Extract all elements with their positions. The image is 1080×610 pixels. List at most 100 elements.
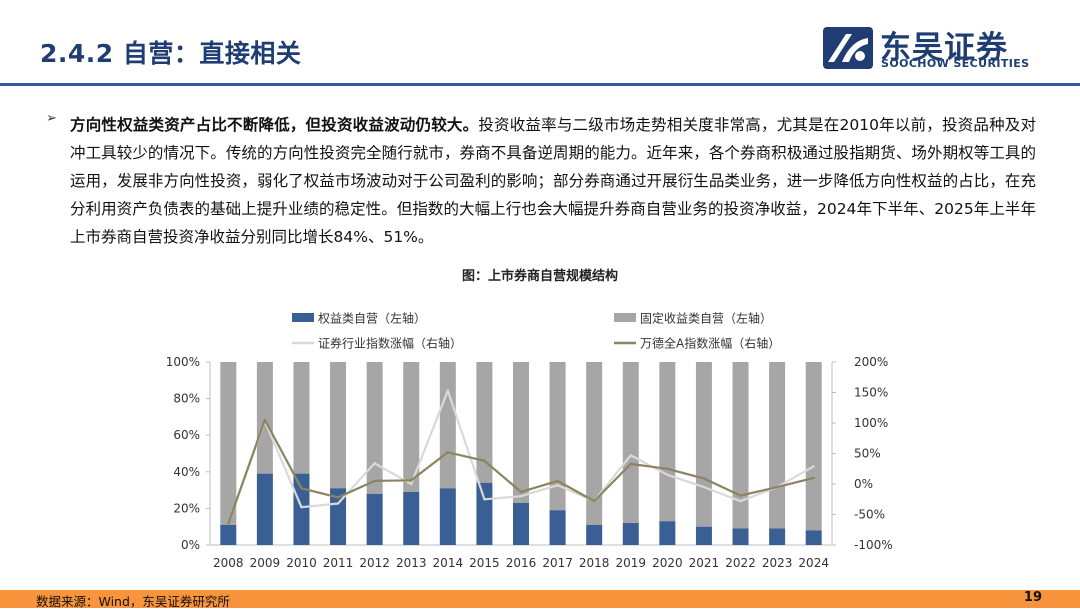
- bar-equity-2021: [695, 526, 712, 545]
- logo-mark-icon: [823, 27, 873, 69]
- bullet-text: 方向性权益类资产占比不断降低，但投资收益波动仍较大。投资收益率与二级市场走势相关…: [70, 111, 1036, 251]
- bar-fixed-income-2012: [366, 362, 383, 494]
- header-divider: [0, 83, 1080, 86]
- bar-fixed-income-2011: [330, 362, 347, 489]
- bar-equity-2013: [403, 491, 420, 545]
- series-point-3-2023: [775, 485, 779, 489]
- series-point-3-2011: [336, 496, 340, 499]
- bullet-body-text: 投资收益率与二级市场走势相关度非常高，尤其是在2010年以前，投资品种及对冲工具…: [70, 116, 1036, 246]
- brand-logo: 东吴证券 SOOCHOW SECURITIES: [822, 26, 1029, 72]
- chart-title: 图：上市券商自营规模结构: [462, 268, 618, 284]
- series-point-2-2024: [812, 465, 815, 468]
- bar-equity-2023: [769, 528, 786, 545]
- series-point-3-2019: [629, 462, 632, 466]
- series-point-3-2017: [556, 479, 559, 483]
- x-tick-label-2012: 2012: [359, 556, 390, 570]
- bar-equity-2014: [439, 488, 456, 545]
- x-tick-label-2018: 2018: [579, 556, 610, 570]
- bar-equity-2010: [293, 473, 310, 545]
- x-tick-label-2013: 2013: [396, 556, 427, 570]
- bar-equity-2015: [476, 482, 493, 545]
- bar-equity-2017: [549, 510, 566, 545]
- series-point-3-2008: [227, 522, 230, 525]
- right-tick-label-6: 200%: [854, 355, 888, 369]
- bar-equity-2024: [805, 530, 822, 545]
- series-point-2-2017: [556, 484, 559, 487]
- x-tick-label-2016: 2016: [506, 556, 537, 570]
- x-tick-label-2021: 2021: [689, 556, 720, 570]
- x-tick-label-2008: 2008: [213, 556, 244, 570]
- bar-fixed-income-2008: [220, 362, 237, 525]
- legend-label-2: 证券行业指数涨幅（右轴）: [318, 336, 462, 351]
- bar-fixed-income-2023: [769, 362, 786, 529]
- series-point-3-2010: [300, 487, 303, 490]
- series-point-3-2024: [812, 476, 815, 480]
- x-tick-label-2020: 2020: [652, 556, 683, 570]
- left-tick-label-5: 100%: [166, 355, 200, 369]
- series-point-3-2009: [263, 418, 267, 422]
- series-point-3-2022: [739, 494, 742, 497]
- legend-swatch-1: [614, 313, 636, 322]
- legend-label-0: 权益类自营（左轴）: [318, 311, 426, 326]
- x-tick-label-2011: 2011: [323, 556, 354, 570]
- bar-fixed-income-2013: [403, 362, 420, 492]
- right-tick-label-0: -100%: [854, 538, 893, 552]
- x-tick-label-2024: 2024: [798, 556, 829, 570]
- right-tick-label-4: 100%: [854, 416, 888, 430]
- series-point-2-2012: [373, 462, 376, 465]
- series-point-3-2016: [519, 490, 523, 494]
- bar-equity-2011: [330, 488, 347, 545]
- series-point-3-2021: [702, 477, 706, 480]
- left-tick-label-0: 0%: [181, 538, 200, 552]
- series-point-2-2013: [410, 482, 413, 486]
- bar-fixed-income-2024: [805, 362, 822, 531]
- series-point-2-2019: [629, 454, 632, 457]
- series-point-2-2022: [739, 499, 742, 503]
- series-point-3-2013: [410, 479, 413, 482]
- bar-fixed-income-2009: [256, 362, 273, 474]
- series-point-3-2018: [592, 499, 596, 503]
- x-tick-label-2023: 2023: [762, 556, 793, 570]
- bar-equity-2009: [256, 473, 273, 545]
- bar-equity-2012: [366, 493, 383, 545]
- legend-label-3: 万德全A指数涨幅（右轴）: [640, 336, 780, 351]
- bar-fixed-income-2019: [622, 362, 639, 524]
- bar-fixed-income-2020: [659, 362, 676, 522]
- left-tick-label-3: 60%: [173, 428, 200, 442]
- series-point-2-2015: [483, 498, 486, 501]
- bar-equity-2008: [220, 524, 237, 545]
- left-tick-label-2: 40%: [173, 465, 200, 479]
- legend-swatch-0: [292, 313, 314, 322]
- data-source: 数据来源：Wind，东吴证券研究所: [36, 594, 230, 609]
- bar-fixed-income-2022: [732, 362, 749, 529]
- x-tick-label-2022: 2022: [725, 556, 756, 570]
- bar-fixed-income-2016: [513, 362, 529, 503]
- x-tick-label-2009: 2009: [250, 556, 281, 570]
- x-tick-label-2015: 2015: [469, 556, 500, 570]
- series-point-2-2010: [300, 505, 303, 509]
- right-tick-label-5: 150%: [854, 386, 888, 400]
- bullet-paragraph: ➢ 方向性权益类资产占比不断降低，但投资收益波动仍较大。投资收益率与二级市场走势…: [46, 111, 1036, 251]
- right-tick-label-1: -50%: [854, 508, 885, 522]
- bar-equity-2019: [622, 523, 639, 545]
- series-point-2-2014: [446, 389, 450, 392]
- bar-equity-2016: [513, 502, 529, 545]
- arrow-bullet-icon: ➢: [46, 111, 57, 126]
- series-point-2-2011: [336, 502, 340, 505]
- x-tick-label-2014: 2014: [433, 556, 464, 570]
- series-point-3-2015: [483, 459, 486, 463]
- bar-fixed-income-2015: [476, 362, 493, 483]
- logo-chinese-text: 东吴证券: [880, 30, 1008, 66]
- left-tick-label-4: 80%: [173, 392, 200, 406]
- bar-fixed-income-2018: [586, 362, 603, 525]
- series-point-3-2014: [446, 451, 450, 454]
- series-point-2-2021: [702, 485, 706, 489]
- logo-english-text: SOOCHOW SECURITIES: [881, 57, 1030, 70]
- legend-label-1: 固定收益类自营（左轴）: [640, 311, 772, 326]
- page-number: 19: [1023, 590, 1042, 605]
- series-point-2-2016: [519, 495, 523, 498]
- x-tick-label-2017: 2017: [542, 556, 573, 570]
- series-point-3-2020: [666, 467, 669, 470]
- bar-fixed-income-2014: [439, 362, 456, 489]
